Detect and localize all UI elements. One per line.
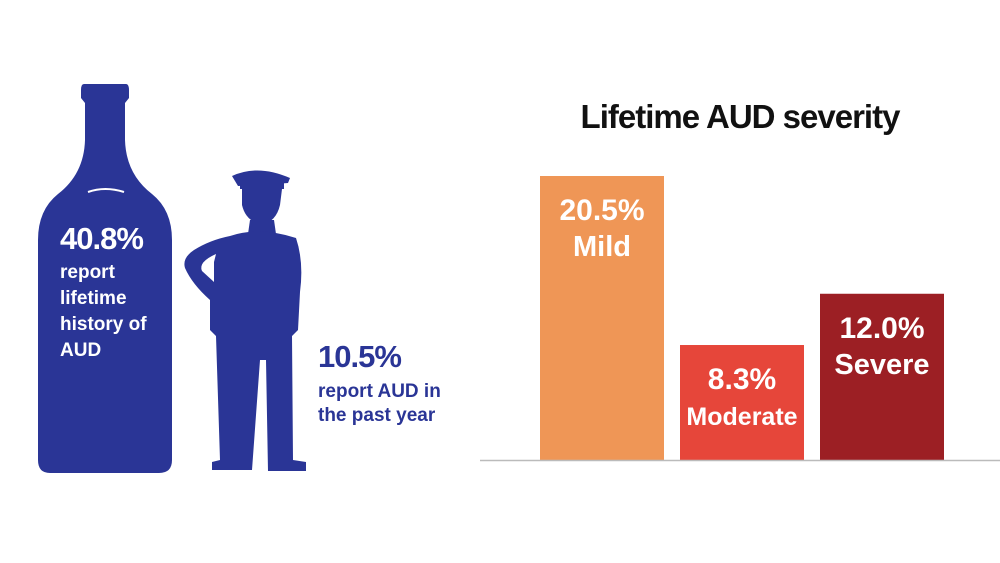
bar-severe — [820, 293, 944, 460]
category-label-mild: Mild — [573, 231, 631, 263]
soldier-silhouette-icon — [184, 170, 306, 471]
value-label-mild: 20.5% — [559, 194, 644, 227]
figure-illustrations — [38, 84, 306, 473]
value-label-severe: 12.0% — [839, 312, 924, 345]
severity-bar-chart: 20.5% Mild 8.3% Moderate 12.0% Severe — [480, 176, 1000, 462]
lifetime-stat: 40.8% report lifetime history of AUD — [60, 222, 170, 364]
bar-moderate — [680, 345, 804, 460]
lifetime-percentage: 40.8% — [60, 221, 144, 256]
bottle-icon — [38, 84, 172, 473]
past-year-percentage: 10.5% — [318, 339, 402, 374]
category-label-severe: Severe — [834, 349, 929, 381]
past-year-description: report AUD in the past year — [318, 381, 441, 426]
category-label-moderate: Moderate — [686, 403, 797, 431]
lifetime-description: report lifetime history of AUD — [60, 262, 147, 361]
value-label-moderate: 8.3% — [708, 363, 776, 396]
bar-mild — [540, 176, 664, 460]
chart-title: Lifetime AUD severity — [580, 98, 901, 135]
past-year-stat: 10.5% report AUD in the past year — [318, 340, 468, 428]
